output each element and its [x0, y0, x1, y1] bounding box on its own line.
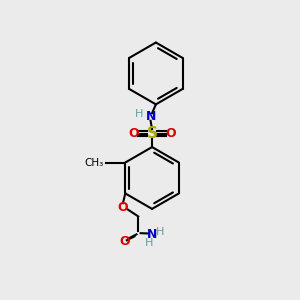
Text: N: N: [146, 110, 156, 123]
Text: O: O: [120, 235, 130, 248]
Text: O: O: [128, 127, 139, 140]
Text: O: O: [118, 201, 128, 214]
Text: O: O: [165, 127, 175, 140]
Text: S: S: [147, 126, 158, 141]
Text: CH₃: CH₃: [84, 158, 103, 167]
Text: H: H: [145, 238, 154, 248]
Text: H: H: [135, 110, 144, 119]
Text: N: N: [147, 228, 158, 241]
Text: H: H: [155, 227, 164, 237]
